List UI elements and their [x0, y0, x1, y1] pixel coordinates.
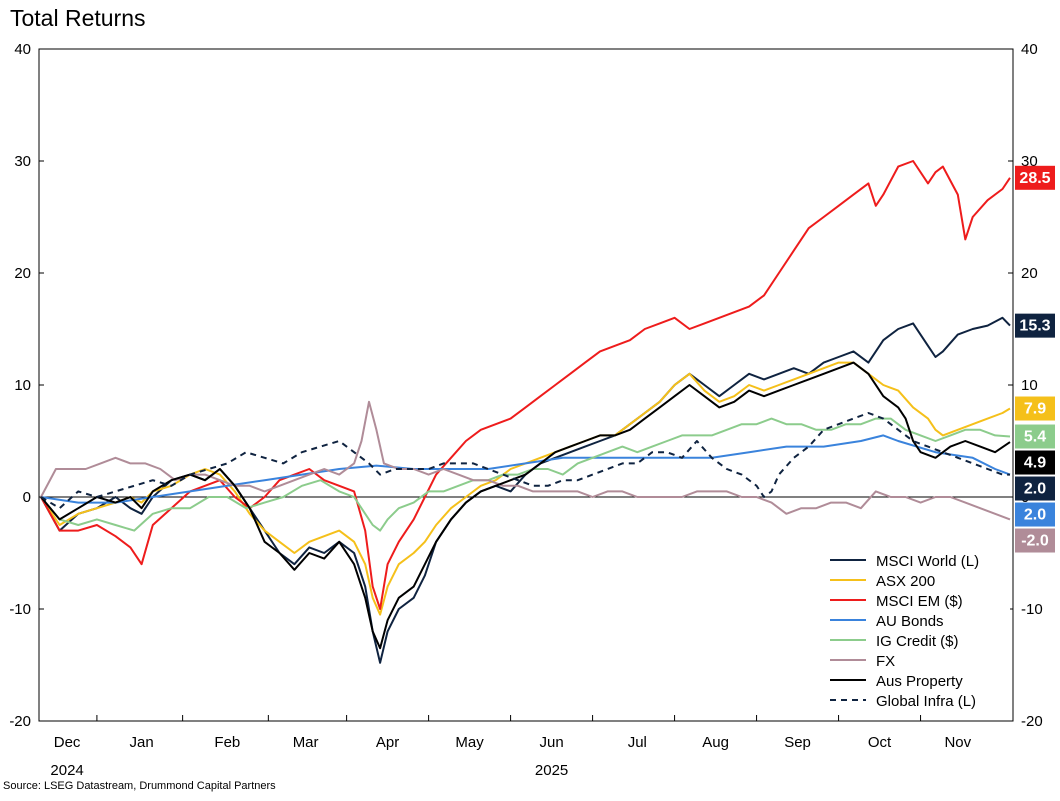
x-month-label: Jan	[130, 734, 154, 751]
x-month-label: Apr	[376, 734, 399, 751]
y-left-tick-label: 20	[14, 265, 31, 282]
series-line-ig-credit	[40, 417, 1011, 532]
end-value-badge	[1015, 165, 1055, 190]
legend-label: MSCI World (L)	[876, 553, 979, 570]
end-value-badge	[1015, 424, 1055, 449]
series-line-aus-property	[40, 361, 1011, 650]
y-left-tick-label: 30	[14, 153, 31, 170]
y-right-tick-label: 10	[1021, 377, 1038, 394]
x-month-label: Oct	[868, 734, 892, 751]
y-right-tick-label: 30	[1021, 153, 1038, 170]
y-left-tick-label: -10	[9, 601, 31, 618]
end-value-badge	[1015, 313, 1055, 338]
legend-label: IG Credit ($)	[876, 633, 959, 650]
legend-label: Aus Property	[876, 673, 963, 690]
x-year-label: 2024	[50, 762, 83, 779]
series-lines	[40, 160, 1011, 664]
x-month-label: May	[455, 734, 484, 751]
y-axis-left: -20 -10 0 10 20 30 40	[9, 41, 44, 730]
chart-title: Total Returns	[10, 5, 146, 31]
end-value-badge	[1015, 476, 1055, 501]
x-axis: Dec Jan Feb Mar Apr May Jun Jul Aug Sep Oct Nov 2024…	[50, 715, 972, 779]
x-month-label: Feb	[214, 734, 240, 751]
x-month-label: Jun	[539, 734, 563, 751]
end-value-badge-text: 2.0	[1024, 481, 1046, 498]
end-value-badges: 28.5 15.3 7.9 5.4 4.9 2.0 2.0 -2.0	[1015, 165, 1055, 553]
y-left-tick-label: 10	[14, 377, 31, 394]
end-value-badge-text: 7.9	[1024, 401, 1046, 418]
legend-label: ASX 200	[876, 573, 935, 590]
x-year-label: 2025	[535, 762, 568, 779]
series-line-au-bonds	[40, 434, 1011, 504]
end-value-badge-text: 15.3	[1019, 318, 1050, 335]
y-right-tick-label: 20	[1021, 265, 1038, 282]
end-value-badge	[1015, 502, 1055, 527]
source-note: Source: LSEG Datastream, Drummond Capita…	[3, 780, 276, 792]
y-left-tick-label: -20	[9, 713, 31, 730]
legend-label: AU Bonds	[876, 613, 944, 630]
x-month-label: Dec	[54, 734, 81, 751]
series-line-msci-em	[40, 160, 1011, 610]
y-right-tick-label: -10	[1021, 601, 1043, 618]
y-left-tick-label: 0	[23, 489, 31, 506]
end-value-badge	[1015, 528, 1055, 553]
legend: MSCI World (L) ASX 200 MSCI EM ($) AU Bonds…	[820, 545, 1010, 715]
legend-label: Global Infra (L)	[876, 693, 976, 710]
end-value-badge-text: 2.0	[1024, 507, 1046, 524]
series-line-global-infra-l	[40, 412, 1010, 510]
y-left-tick-label: 40	[14, 41, 31, 58]
x-month-label: Jul	[628, 734, 647, 751]
legend-label: MSCI EM ($)	[876, 593, 963, 610]
end-value-badge	[1015, 396, 1055, 421]
end-value-badge-text: -2.0	[1021, 533, 1049, 550]
x-month-label: Aug	[702, 734, 729, 751]
series-line-fx	[40, 400, 1011, 521]
y-right-tick-label: -20	[1021, 713, 1043, 730]
end-value-badge-text: 5.4	[1024, 429, 1046, 446]
x-month-label: Mar	[293, 734, 319, 751]
legend-background	[820, 545, 1010, 715]
y-right-tick-label: 40	[1021, 41, 1038, 58]
x-month-label: Nov	[944, 734, 971, 751]
x-month-label: Sep	[784, 734, 811, 751]
end-value-badge	[1015, 450, 1055, 475]
end-value-badge-text: 4.9	[1024, 455, 1046, 472]
end-value-badge-text: 28.5	[1019, 170, 1050, 187]
legend-label: FX	[876, 653, 895, 670]
